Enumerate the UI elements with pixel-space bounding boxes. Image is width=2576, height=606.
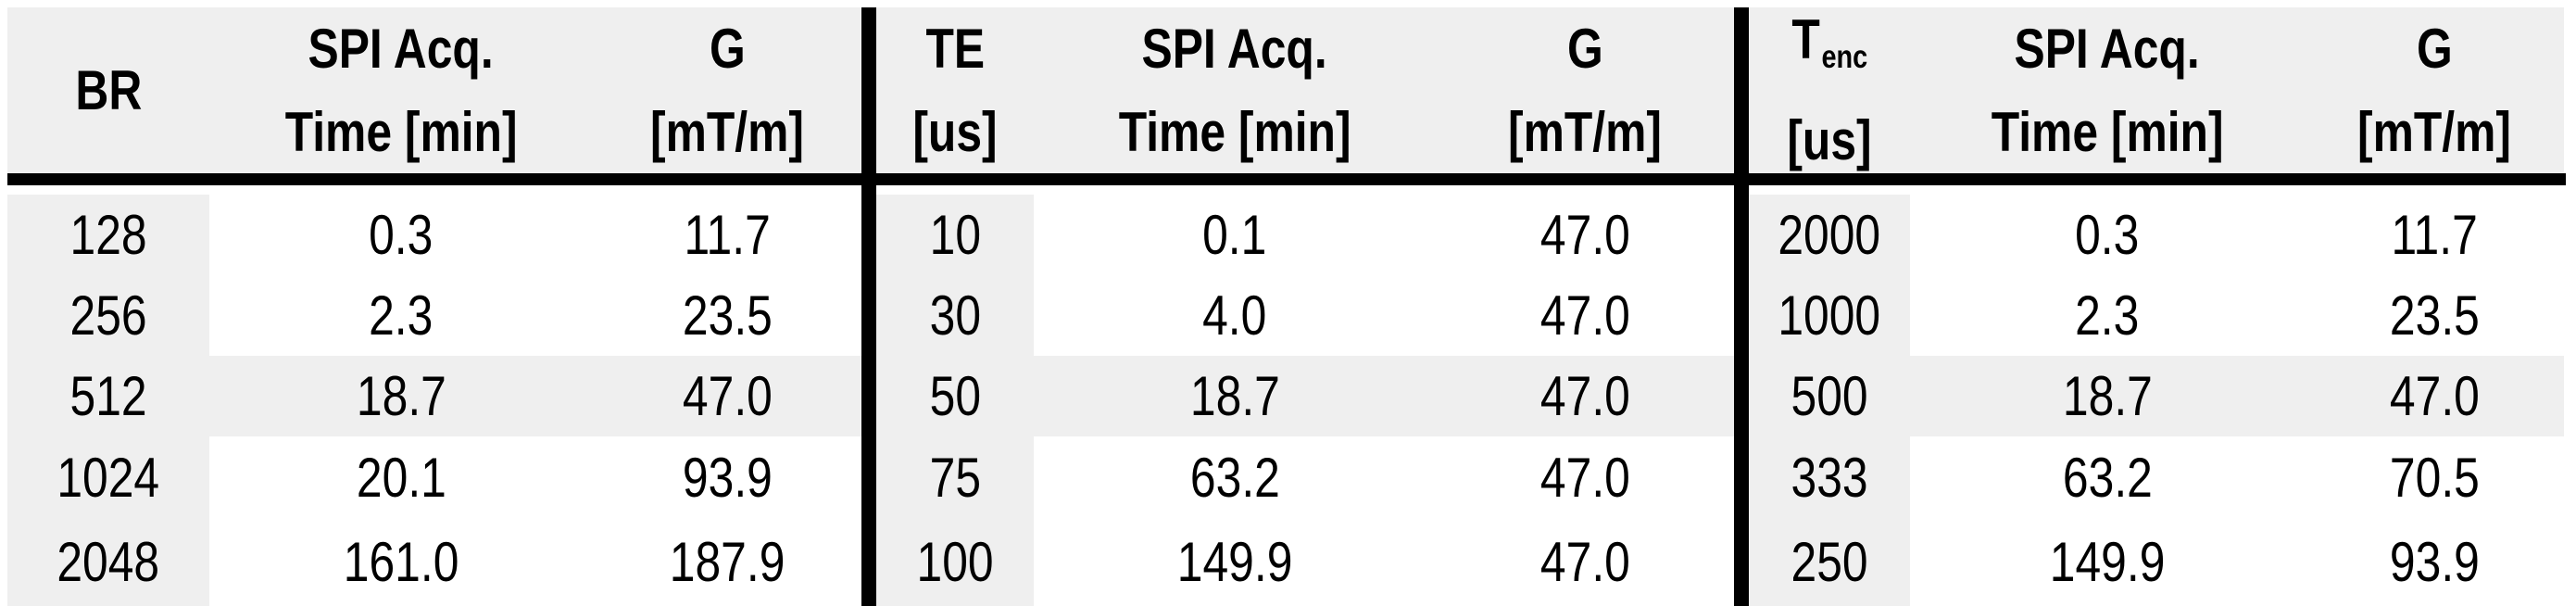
data-cell: 2000	[1749, 195, 1910, 275]
data-cell: 11.7	[2305, 195, 2564, 275]
col-header-spi-time: SPI Acq. Time [min]	[1910, 7, 2305, 173]
header-line: TE	[925, 17, 985, 80]
data-cell: 23.5	[593, 275, 861, 356]
data-cell-highlighted: 47.0	[2305, 356, 2564, 436]
table-section-te: TE [us] SPI Acq. Time [min] G [mT/m] 10 …	[876, 7, 1734, 606]
data-cell-highlighted: 47.0	[1436, 356, 1734, 436]
vertical-divider-2	[1734, 7, 1749, 606]
data-cell: 2.3	[1910, 275, 2305, 356]
data-cell: 70.5	[2305, 436, 2564, 518]
data-cell: 1024	[7, 436, 209, 518]
header-line: Time [min]	[1118, 100, 1351, 163]
header-line: SPI Acq.	[308, 17, 495, 80]
data-cell: 47.0	[1436, 436, 1734, 518]
subscript: enc	[1821, 38, 1867, 75]
data-cell: 128	[7, 195, 209, 275]
data-cell: 10	[876, 195, 1034, 275]
data-cell: 149.9	[1910, 518, 2305, 606]
data-cell: 149.9	[1034, 518, 1436, 606]
col-header-tenc: Tenc [us]	[1749, 7, 1910, 173]
data-cell: 23.5	[2305, 275, 2564, 356]
data-cell-highlighted: 500	[1749, 356, 1910, 436]
header-line: [us]	[1787, 108, 1872, 171]
col-header-gradient: G [mT/m]	[1436, 7, 1734, 173]
col-header-gradient: G [mT/m]	[593, 7, 861, 173]
header-line: [mT/m]	[2356, 100, 2511, 163]
data-cell: 63.2	[1910, 436, 2305, 518]
data-cell-highlighted: 18.7	[1034, 356, 1436, 436]
header-line: SPI Acq.	[1141, 17, 1328, 80]
header-line: Time [min]	[284, 100, 518, 163]
header-line: [mT/m]	[1507, 100, 1662, 163]
data-cell: 30	[876, 275, 1034, 356]
data-cell: 93.9	[593, 436, 861, 518]
data-cell: 256	[7, 275, 209, 356]
data-cell: 75	[876, 436, 1034, 518]
vertical-divider-1	[861, 7, 876, 606]
header-line: G	[2416, 17, 2453, 80]
data-cell-highlighted: 512	[7, 356, 209, 436]
table-section-tenc: Tenc [us] SPI Acq. Time [min] G [mT/m] 2…	[1749, 7, 2564, 606]
data-cell: 333	[1749, 436, 1910, 518]
col-header-spi-time: SPI Acq. Time [min]	[209, 7, 593, 173]
data-cell: 2048	[7, 518, 209, 606]
table-section-br: BR SPI Acq. Time [min] G [mT/m] 128 0.3 …	[7, 7, 861, 606]
data-cell-highlighted: 50	[876, 356, 1034, 436]
col-header-gradient: G [mT/m]	[2305, 7, 2564, 173]
data-cell: 4.0	[1034, 275, 1436, 356]
header-line: BR	[75, 58, 142, 121]
data-cell: 47.0	[1436, 518, 1734, 606]
header-rule	[7, 173, 2566, 185]
data-cell: 63.2	[1034, 436, 1436, 518]
col-header-br: BR	[7, 7, 209, 173]
header-line: SPI Acq.	[2014, 17, 2201, 80]
header-line: G	[1566, 17, 1603, 80]
data-cell-highlighted: 18.7	[1910, 356, 2305, 436]
data-cell: 1000	[1749, 275, 1910, 356]
data-cell: 47.0	[1436, 275, 1734, 356]
data-cell: 0.3	[209, 195, 593, 275]
data-cell: 20.1	[209, 436, 593, 518]
data-cell: 11.7	[593, 195, 861, 275]
data-cell: 93.9	[2305, 518, 2564, 606]
data-cell: 2.3	[209, 275, 593, 356]
data-cell: 47.0	[1436, 195, 1734, 275]
data-cell: 100	[876, 518, 1034, 606]
col-header-te: TE [us]	[876, 7, 1034, 173]
data-cell-highlighted: 18.7	[209, 356, 593, 436]
data-cell: 0.3	[1910, 195, 2305, 275]
data-cell: 0.1	[1034, 195, 1436, 275]
header-line: G	[709, 17, 746, 80]
data-cell-highlighted: 47.0	[593, 356, 861, 436]
col-header-spi-time: SPI Acq. Time [min]	[1034, 7, 1436, 173]
header-line: Tenc	[1791, 8, 1867, 75]
data-cell: 250	[1749, 518, 1910, 606]
data-cell: 187.9	[593, 518, 861, 606]
header-line: [us]	[912, 100, 998, 163]
header-line: [mT/m]	[649, 100, 804, 163]
header-line: Time [min]	[1991, 100, 2224, 163]
data-cell: 161.0	[209, 518, 593, 606]
